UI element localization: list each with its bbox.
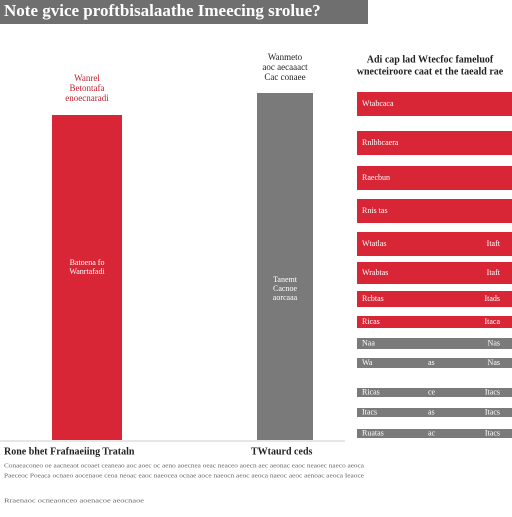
- middle-bar-caption: aorcaaa: [273, 293, 298, 302]
- row-value: Itaft: [487, 268, 501, 277]
- row-bar: [357, 291, 512, 307]
- row-mid: ce: [428, 387, 436, 396]
- row-bar: [357, 131, 512, 155]
- left-bar-caption: Wanrtafadi: [69, 267, 105, 276]
- row-value: Itacs: [485, 428, 500, 437]
- footer-note: Conaeaconeo oe aacneaot ocoaet ceaneao a…: [4, 463, 364, 469]
- row-label: Wrabtas: [362, 268, 388, 277]
- right-header: Adi cap lad Wtecfoc fameluof: [367, 54, 494, 65]
- row-bar: [357, 92, 512, 116]
- row-value: Itacs: [485, 407, 500, 416]
- middle-bar: [257, 93, 313, 440]
- row-value: Itads: [484, 294, 500, 303]
- footer-middle-title: TWtaurd ceds: [251, 446, 313, 457]
- row-value: Nas: [488, 338, 500, 347]
- row-label: Rnlbbcaera: [362, 138, 399, 147]
- row-bar: [357, 262, 512, 284]
- row-bar: [357, 316, 512, 328]
- row-bar: [357, 232, 512, 256]
- left-bar-caption: Batoena fo: [70, 258, 105, 267]
- row-bar: [357, 358, 512, 368]
- right-header: wnecteiroore caat et the taeald rae: [357, 66, 504, 77]
- left-bar: [52, 115, 122, 440]
- middle-caption: aoc aecaaact: [262, 62, 308, 72]
- row-value: Itaca: [484, 317, 500, 326]
- footer-left-title: Rone bhet Frafnaeiing Trataln: [4, 446, 135, 457]
- row-label: Itacs: [362, 407, 377, 416]
- row-value: Itaft: [487, 239, 501, 248]
- footer-note: Paeceoc Poeaca ocnaeo aocenaoe ceoa neoa…: [4, 473, 364, 479]
- row-label: Wa: [362, 358, 373, 367]
- row-bar: [357, 338, 512, 349]
- row-bar: [357, 199, 512, 223]
- middle-bar-caption: Cacnoe: [273, 284, 297, 293]
- row-label: Raecbun: [362, 173, 390, 182]
- row-label: Ricas: [362, 387, 380, 396]
- row-label: Rnis tas: [362, 206, 388, 215]
- row-label: Ruatas: [362, 428, 384, 437]
- row-label: Wtabcaca: [362, 99, 394, 108]
- row-mid: as: [428, 358, 435, 367]
- row-label: Naa: [362, 338, 375, 347]
- title: Note gvice proftbisalaathe Imeecing srol…: [4, 1, 321, 20]
- row-mid: ac: [428, 428, 436, 437]
- footer-note: Rraenaoc ocneaonceo aoenacoe aeocnaoe: [4, 498, 144, 504]
- row-label: Ricas: [362, 317, 380, 326]
- row-bar: [357, 408, 512, 417]
- left-caption: Wanrel: [74, 73, 100, 83]
- row-bar: [357, 166, 512, 190]
- middle-caption: Wanmeto: [268, 52, 303, 62]
- middle-bar-caption: Tanemt: [273, 275, 298, 284]
- middle-caption: Cac conaee: [264, 72, 305, 82]
- row-mid: as: [428, 407, 435, 416]
- row-value: Nas: [488, 358, 500, 367]
- left-caption: enoecnaradi: [65, 93, 109, 103]
- row-bar: [357, 429, 512, 438]
- title-bar: [0, 0, 368, 24]
- row-label: Rcbtas: [362, 294, 384, 303]
- row-bar: [357, 388, 512, 397]
- left-caption: Betontafa: [70, 83, 105, 93]
- row-value: Itacs: [485, 387, 500, 396]
- row-label: Wtatlas: [362, 239, 386, 248]
